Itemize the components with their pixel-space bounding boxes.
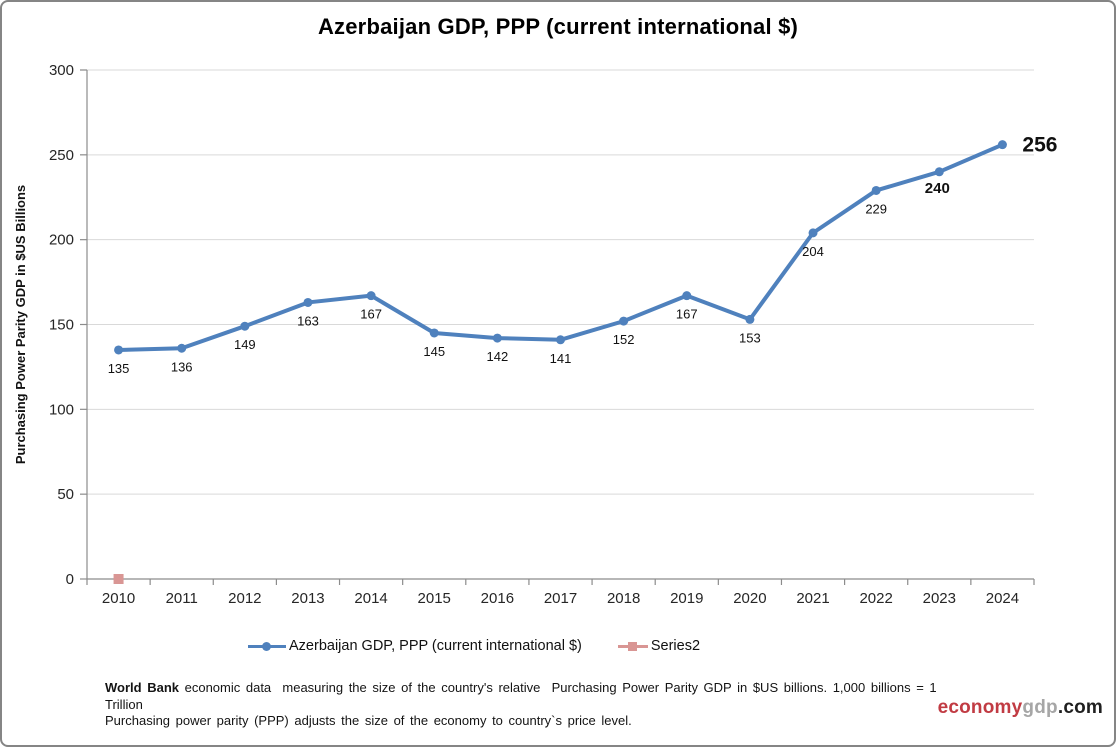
data-point-2012 bbox=[240, 321, 250, 331]
data-label-2011: 136 bbox=[171, 359, 193, 374]
y-tick-label-100: 100 bbox=[49, 401, 74, 418]
data-label-2021: 204 bbox=[802, 244, 824, 259]
data-point-2020 bbox=[745, 314, 755, 324]
y-tick-label-0: 0 bbox=[66, 571, 74, 588]
data-point-2014 bbox=[366, 291, 376, 301]
chart-canvas: 0 50 100 150 200 250 300 2010 2011 2012 2013 2014 20… bbox=[13, 62, 1057, 607]
x-tick-label-2010: 2010 bbox=[102, 590, 135, 607]
footer-line1-bold: World Bank bbox=[105, 680, 179, 695]
y-tick-label-200: 200 bbox=[49, 232, 74, 249]
watermark-economy: economy bbox=[937, 697, 1023, 718]
y-tick-label-50: 50 bbox=[57, 486, 74, 503]
x-tick-label-2020: 2020 bbox=[733, 590, 766, 607]
x-tick-label-2014: 2014 bbox=[354, 590, 387, 607]
data-point-2015 bbox=[429, 328, 439, 338]
data-label-2023: 240 bbox=[925, 180, 950, 197]
x-tick-label-2021: 2021 bbox=[796, 590, 829, 607]
data-label-2024: 256 bbox=[1022, 134, 1057, 157]
data-label-2014: 167 bbox=[360, 307, 382, 322]
x-tick-label-2022: 2022 bbox=[859, 590, 892, 607]
footer-line2: Purchasing power parity (PPP) adjusts th… bbox=[105, 713, 632, 728]
x-tick-label-2024: 2024 bbox=[986, 590, 1019, 607]
x-tick-label-2016: 2016 bbox=[481, 590, 514, 607]
data-label-2013: 163 bbox=[297, 313, 319, 328]
line-square-marker-icon bbox=[617, 640, 648, 652]
data-point-2017 bbox=[556, 335, 565, 345]
y-tick-label-150: 150 bbox=[49, 317, 74, 334]
y-axis-title: Purchasing Power Parity GDP in $US Billi… bbox=[13, 185, 28, 464]
y-tick-label-250: 250 bbox=[49, 147, 74, 164]
data-point-2013 bbox=[303, 297, 313, 307]
legend-dot-series1 bbox=[262, 641, 271, 651]
data-point-2023 bbox=[934, 167, 944, 177]
data-label-2017: 141 bbox=[550, 351, 572, 366]
x-tick-label-2013: 2013 bbox=[291, 590, 324, 607]
x-tick-label-2011: 2011 bbox=[166, 590, 198, 607]
data-point-2018 bbox=[619, 316, 629, 326]
legend-label-series2: Series2 bbox=[650, 638, 701, 654]
data-label-2022: 229 bbox=[865, 201, 887, 216]
line-circle-marker-icon bbox=[248, 640, 286, 652]
data-point-2019 bbox=[682, 291, 692, 301]
data-point-2024 bbox=[997, 140, 1007, 150]
data-label-2020: 153 bbox=[739, 330, 761, 345]
x-tick-label-2023: 2023 bbox=[923, 590, 956, 607]
data-label-2010: 135 bbox=[108, 361, 130, 376]
y-tick-label-300: 300 bbox=[49, 62, 74, 79]
data-point-2010 bbox=[114, 345, 124, 355]
x-tick-label-2018: 2018 bbox=[607, 590, 640, 607]
data-label-2015: 145 bbox=[423, 344, 445, 359]
x-tick-label-2012: 2012 bbox=[228, 590, 261, 607]
data-label-2019: 167 bbox=[676, 307, 698, 322]
footer-line1-rest: economic data measuring the size of the … bbox=[105, 680, 943, 712]
legend-label-series1: Azerbaijan GDP, PPP (current internation… bbox=[289, 638, 582, 654]
watermark-tld: .com bbox=[1057, 697, 1103, 718]
data-point-2016 bbox=[492, 333, 502, 343]
chart-title: Azerbaijan GDP, PPP (current internation… bbox=[317, 14, 799, 39]
watermark-gdp: gdp bbox=[1022, 697, 1058, 718]
legend-square-series2 bbox=[627, 641, 637, 651]
legend-entry-series2: Series2 bbox=[617, 638, 701, 654]
footer-line1: World Bank economic data measuring the s… bbox=[105, 680, 965, 713]
x-tick-label-2017: 2017 bbox=[544, 590, 577, 607]
footer-note: World Bank economic data measuring the s… bbox=[105, 680, 965, 730]
x-tick-label-2015: 2015 bbox=[418, 590, 451, 607]
watermark: economygdp.com bbox=[938, 697, 1103, 719]
series2-marker-2010 bbox=[113, 574, 124, 584]
legend: Azerbaijan GDP, PPP (current internation… bbox=[248, 638, 700, 654]
footer-line2-wrap: Purchasing power parity (PPP) adjusts th… bbox=[105, 713, 965, 730]
data-label-2012: 149 bbox=[234, 337, 256, 352]
data-point-2021 bbox=[808, 228, 818, 238]
data-point-2022 bbox=[871, 185, 881, 195]
gdp-line bbox=[116, 142, 1005, 352]
data-point-2011 bbox=[177, 343, 187, 353]
x-tick-label-2019: 2019 bbox=[670, 590, 703, 607]
data-label-2018: 152 bbox=[613, 332, 635, 347]
legend-entry-series1: Azerbaijan GDP, PPP (current internation… bbox=[248, 638, 582, 654]
data-label-2016: 142 bbox=[487, 349, 509, 364]
